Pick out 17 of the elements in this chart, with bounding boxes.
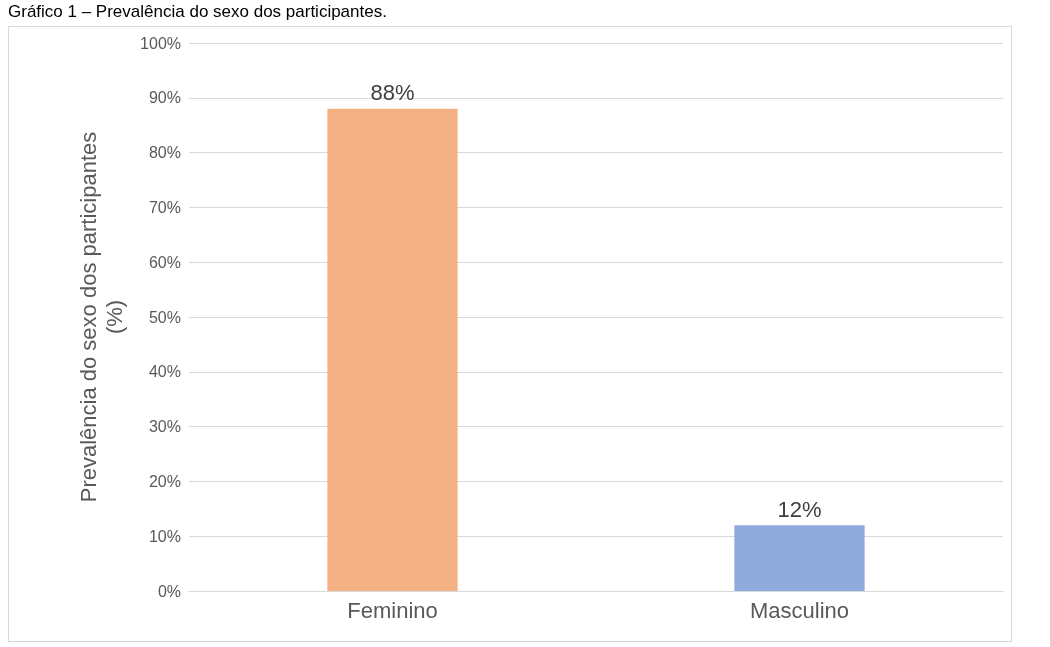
y-tick-label: 90%	[148, 89, 181, 107]
y-axis-title: Prevalência do sexo dos participantes (%)	[75, 131, 127, 503]
y-tick-label: 70%	[148, 198, 181, 216]
y-tick-label: 80%	[148, 144, 181, 162]
y-tick-label: 100%	[140, 34, 181, 52]
y-tick-label: 50%	[148, 308, 181, 326]
y-tick-label: 0%	[157, 582, 181, 600]
data-label: 88%	[370, 80, 415, 106]
x-tick-label: Masculino	[749, 597, 850, 623]
y-tick-label: 40%	[148, 363, 181, 381]
chart-title: Gráfico 1 – Prevalência do sexo dos participantes.	[8, 2, 387, 22]
data-label: 12%	[777, 496, 822, 522]
y-tick-label: 20%	[148, 472, 181, 490]
y-tick-label: 60%	[148, 253, 181, 271]
y-tick-label: 30%	[148, 418, 181, 436]
x-tick-label: Feminino	[347, 597, 438, 623]
y-tick-label: 10%	[148, 527, 181, 545]
